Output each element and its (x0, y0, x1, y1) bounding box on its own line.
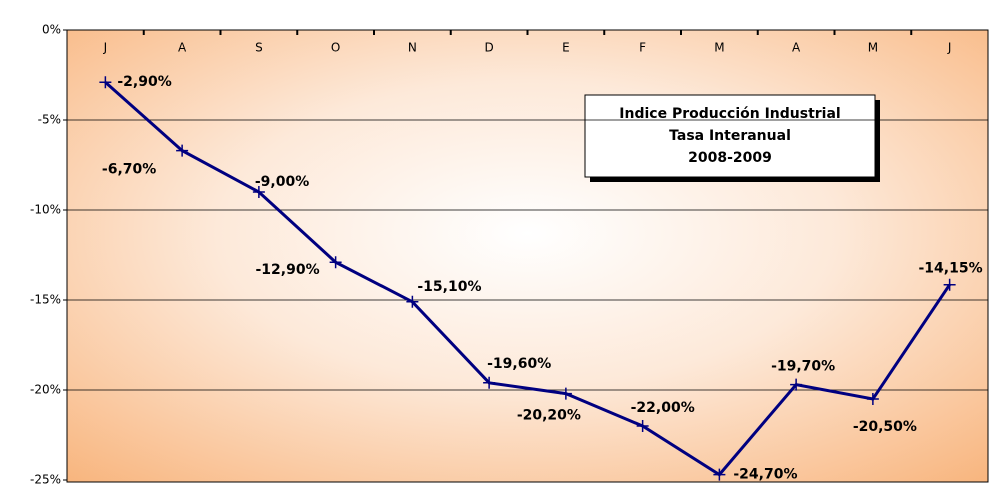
data-label: -12,90% (256, 262, 320, 278)
x-tick-label: M (868, 41, 878, 55)
y-tick-label: 0% (42, 23, 61, 37)
point-marker (713, 468, 726, 481)
point-marker (636, 420, 649, 432)
x-tick-label: D (485, 41, 494, 55)
data-label: -24,70% (733, 467, 797, 483)
point-marker (559, 387, 572, 400)
title-line: Tasa Interanual (669, 128, 791, 144)
data-label: -19,70% (771, 359, 835, 375)
title-box (584, 94, 876, 178)
x-tick-label: A (792, 41, 801, 55)
point-marker (99, 76, 112, 89)
point-marker (176, 144, 189, 157)
x-tick-label: N (408, 41, 417, 55)
point-marker (943, 278, 956, 291)
point-marker (329, 256, 342, 269)
data-label: -2,90% (117, 74, 171, 90)
point-marker (866, 393, 879, 405)
data-label: -14,15% (919, 261, 983, 277)
x-tick-label: O (331, 41, 340, 55)
point-marker (406, 295, 419, 308)
title-line: Indice Producción Industrial (619, 106, 840, 122)
x-tick-label: F (639, 41, 646, 55)
x-tick-label: M (714, 41, 724, 55)
data-label: -22,00% (631, 400, 695, 416)
data-label: -15,10% (417, 279, 481, 295)
y-tick-label: -5% (38, 113, 61, 127)
point-marker (790, 378, 803, 391)
x-tick-label: E (562, 41, 570, 55)
point-marker (252, 186, 265, 198)
data-label: -9,00% (255, 174, 309, 190)
point-marker (483, 376, 496, 389)
data-label: -20,50% (853, 419, 917, 435)
y-tick-label: -10% (30, 203, 61, 217)
title-line: 2008-2009 (688, 150, 772, 166)
y-tick-label: -15% (30, 293, 61, 307)
line (104, 81, 951, 477)
data-label: -19,60% (487, 356, 551, 372)
x-tick-label: A (178, 41, 187, 55)
x-tick-label: J (103, 41, 108, 55)
y-tick-label: -25% (30, 473, 61, 487)
y-tick-label: -20% (30, 383, 61, 397)
data-label: -20,20% (517, 408, 581, 424)
x-tick-label: S (255, 41, 263, 55)
x-tick-label: J (947, 41, 952, 55)
data-label: -6,70% (102, 162, 156, 178)
